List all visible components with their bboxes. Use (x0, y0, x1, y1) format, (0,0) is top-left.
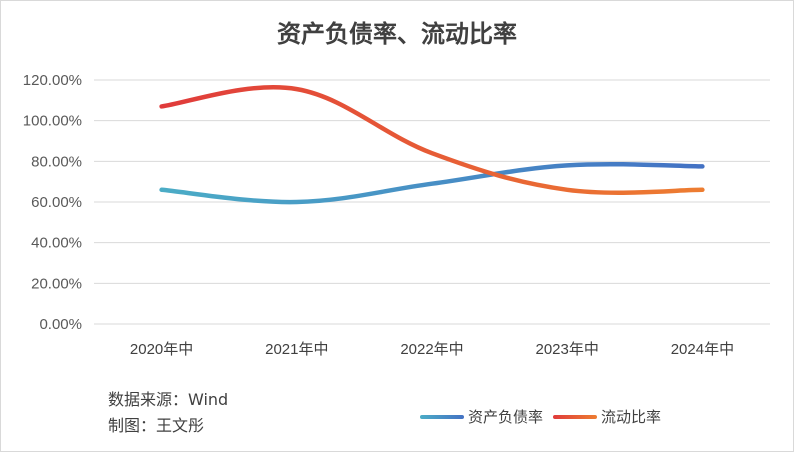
y-tick-label: 0.00% (39, 316, 82, 333)
x-tick-label: 2021年中 (265, 341, 328, 358)
x-tick-label: 2023年中 (536, 341, 599, 358)
x-tick-label: 2024年中 (671, 341, 734, 358)
y-tick-label: 40.00% (31, 235, 82, 252)
author-note: 制图：王文彤 (108, 416, 205, 435)
y-tick-label: 80.00% (31, 153, 82, 170)
x-tick-label: 2020年中 (130, 341, 193, 358)
y-tick-label: 120.00% (23, 72, 82, 89)
y-tick-label: 60.00% (31, 194, 82, 211)
series-line-current-ratio (159, 85, 705, 195)
source-note: 数据来源：Wind (108, 390, 229, 409)
legend-label-current-ratio: 流动比率 (601, 408, 662, 426)
x-tick-label: 2022年中 (400, 341, 463, 358)
legend-swatch-debt-ratio (420, 414, 464, 419)
chart-title: 资产负债率、流动比率 (277, 19, 517, 48)
legend-swatch-current-ratio (553, 414, 598, 419)
y-tick-label: 20.00% (31, 275, 82, 292)
legend-item-current-ratio: 流动比率 (553, 406, 661, 427)
y-tick-label: 100.00% (23, 113, 82, 130)
legend-item-debt-ratio: 资产负债率 (420, 406, 543, 427)
series-line-debt-ratio (159, 161, 705, 205)
legend: 资产负债率 流动比率 (420, 406, 671, 427)
legend-label-debt-ratio: 资产负债率 (468, 408, 544, 426)
